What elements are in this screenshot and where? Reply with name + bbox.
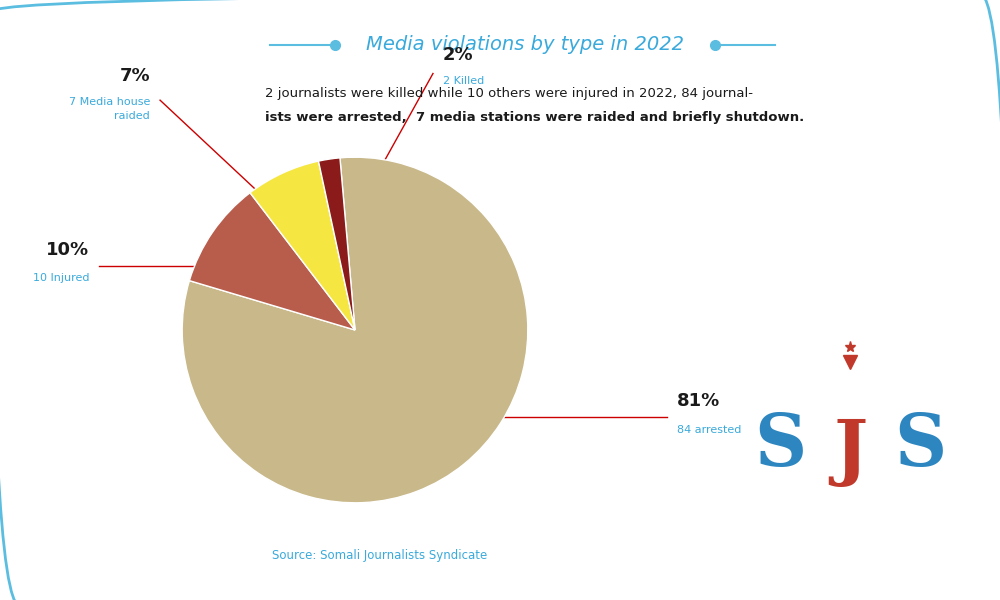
Text: 2%: 2%: [443, 46, 474, 64]
Text: 10 Injured: 10 Injured: [33, 273, 89, 283]
Text: J: J: [833, 416, 867, 487]
Wedge shape: [250, 161, 355, 330]
Text: 84 arrested: 84 arrested: [677, 425, 742, 434]
Wedge shape: [182, 157, 528, 503]
Text: 10%: 10%: [46, 241, 89, 259]
Text: ists were arrested,  7 media stations were raided and briefly shutdown.: ists were arrested, 7 media stations wer…: [265, 111, 804, 124]
Text: 7 Media house
raided: 7 Media house raided: [69, 97, 150, 121]
Wedge shape: [189, 193, 355, 330]
Text: S: S: [894, 410, 946, 481]
Text: 2 journalists were killed while 10 others were injured in 2022, 84 journal-: 2 journalists were killed while 10 other…: [265, 87, 753, 100]
Text: 2 Killed: 2 Killed: [443, 76, 484, 86]
Text: 81%: 81%: [677, 392, 720, 410]
Text: Source: Somali Journalists Syndicate: Source: Somali Journalists Syndicate: [272, 548, 488, 562]
Text: S: S: [754, 410, 806, 481]
Wedge shape: [318, 158, 355, 330]
Text: 7%: 7%: [119, 67, 150, 85]
Text: Media violations by type in 2022: Media violations by type in 2022: [366, 35, 684, 55]
